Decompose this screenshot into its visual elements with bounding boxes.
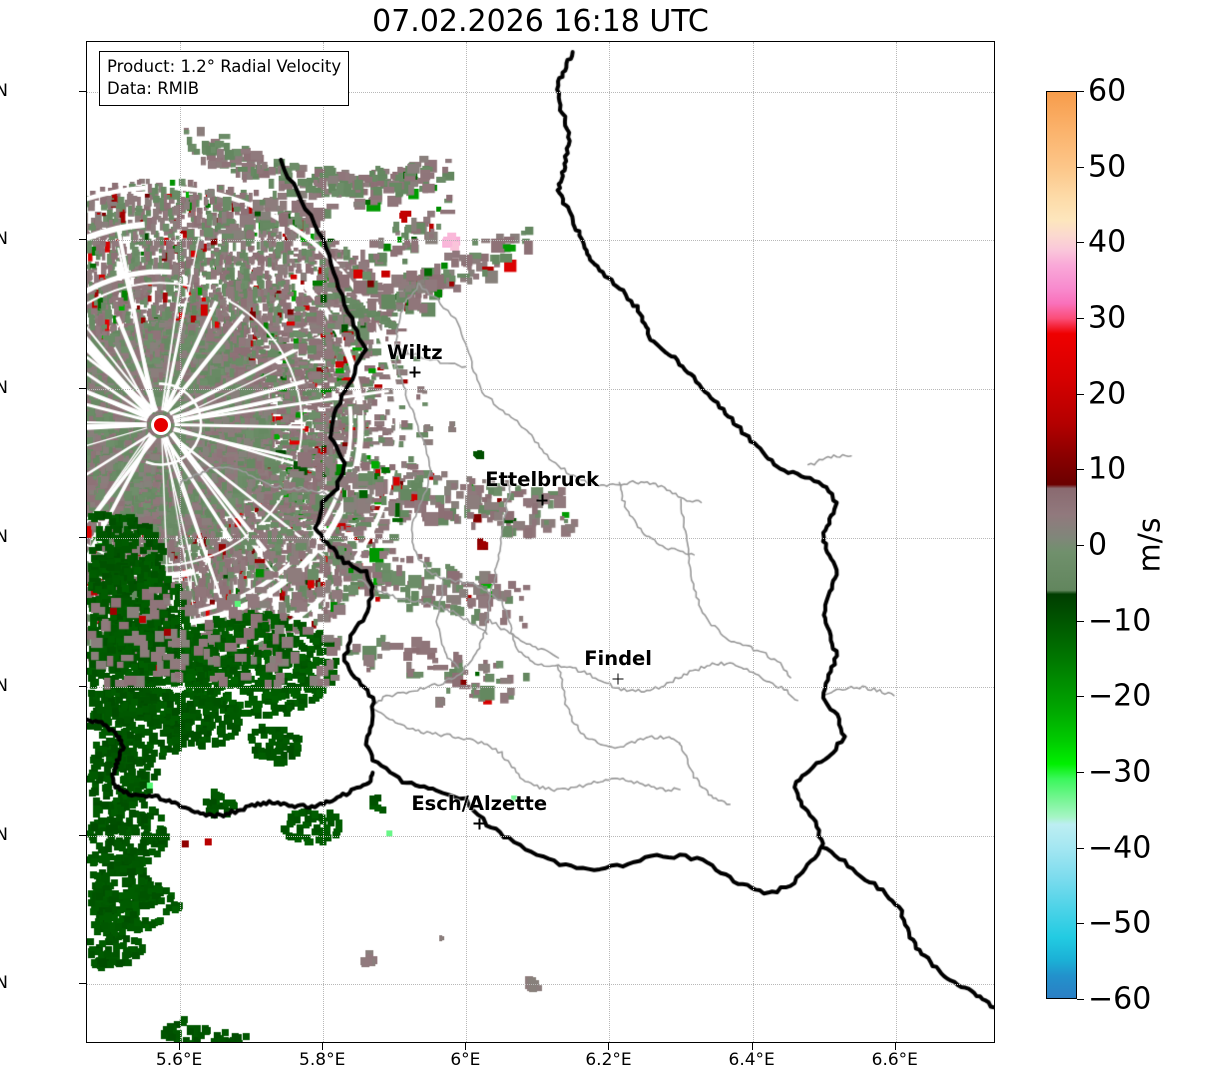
colorbar-tick-mark-6 xyxy=(1077,545,1084,546)
y-tick-mark-6 xyxy=(79,983,86,985)
y-tick-label-2: 49.95°N xyxy=(0,378,8,399)
colorbar-tick-mark-10 xyxy=(1077,847,1084,849)
city-marker-esch-alzette xyxy=(473,818,485,830)
colorbar-tick-label-10: −40 xyxy=(1088,830,1152,866)
x-tick-label-2: 6°E xyxy=(450,1050,481,1070)
y-tick-label-1: 50.1°N xyxy=(0,229,8,250)
colorbar-tick-label-4: 20 xyxy=(1088,376,1127,412)
colorbar-tick-mark-3 xyxy=(1077,318,1084,319)
data-source-line: Data: RMIB xyxy=(107,78,200,98)
colorbar-tick-mark-11 xyxy=(1077,923,1084,925)
colorbar-tick-mark-0 xyxy=(1077,91,1084,92)
city-marker-wiltz xyxy=(409,366,421,378)
y-tick-label-0: 50.25°N xyxy=(0,80,8,101)
city-marker-ettelbruck xyxy=(536,494,548,506)
radar-map-axes[interactable]: Wiltz Ettelbruck Findel Esch/Alzette Produc… xyxy=(86,41,995,1043)
y-tick-mark-2 xyxy=(79,388,86,390)
radar-velocity-field xyxy=(87,42,994,1042)
x-tick-label-3: 6.2°E xyxy=(585,1050,632,1070)
y-tick-mark-5 xyxy=(79,834,86,836)
page-title: 07.02.2026 16:18 UTC xyxy=(372,4,709,39)
y-tick-mark-3 xyxy=(79,537,86,539)
colorbar[interactable] xyxy=(1046,91,1077,999)
x-tick-mark-1 xyxy=(322,1043,324,1050)
x-tick-label-1: 5.8°E xyxy=(299,1050,346,1070)
colorbar-tick-label-5: 10 xyxy=(1088,451,1127,487)
colorbar-tick-label-3: 30 xyxy=(1088,300,1127,336)
city-label-ettelbruck: Ettelbruck xyxy=(485,468,600,492)
colorbar-tick-label-2: 40 xyxy=(1088,224,1127,260)
x-tick-mark-2 xyxy=(465,1043,467,1050)
colorbar-tick-mark-4 xyxy=(1077,393,1084,395)
x-tick-label-0: 5.6°E xyxy=(155,1050,203,1070)
colorbar-tick-mark-5 xyxy=(1077,469,1084,471)
colorbar-tick-mark-12 xyxy=(1077,999,1084,1000)
colorbar-tick-label-0: 60 xyxy=(1088,73,1127,109)
radar-site-marker xyxy=(150,414,171,435)
x-tick-label-5: 6.6°E xyxy=(871,1050,918,1070)
x-tick-mark-3 xyxy=(608,1043,610,1050)
city-marker-findel xyxy=(612,673,624,685)
colorbar-gradient xyxy=(1047,92,1076,998)
y-tick-mark-4 xyxy=(79,685,86,687)
city-label-wiltz: Wiltz xyxy=(387,340,443,364)
product-line: Product: 1.2° Radial Velocity xyxy=(107,57,342,76)
x-tick-mark-4 xyxy=(751,1043,753,1050)
x-tick-label-4: 6.4°E xyxy=(728,1050,775,1070)
colorbar-unit-label: m/s xyxy=(1132,517,1168,573)
colorbar-tick-label-11: −50 xyxy=(1088,905,1152,941)
colorbar-tick-label-9: −30 xyxy=(1088,754,1152,790)
colorbar-tick-label-7: −10 xyxy=(1088,603,1152,639)
y-tick-mark-0 xyxy=(79,90,86,92)
colorbar-tick-label-8: −20 xyxy=(1088,678,1152,714)
y-tick-label-5: 49.5°N xyxy=(0,824,8,845)
colorbar-tick-label-6: 0 xyxy=(1088,527,1108,563)
colorbar-tick-mark-1 xyxy=(1077,166,1084,168)
colorbar-tick-mark-7 xyxy=(1077,620,1084,622)
colorbar-tick-label-1: 50 xyxy=(1088,149,1127,185)
colorbar-tick-mark-8 xyxy=(1077,696,1084,698)
city-label-esch-alzette: Esch/Alzette xyxy=(411,791,548,815)
colorbar-tick-mark-9 xyxy=(1077,772,1084,773)
x-tick-mark-5 xyxy=(894,1043,896,1050)
colorbar-tick-label-12: −60 xyxy=(1088,981,1152,1017)
colorbar-tick-mark-2 xyxy=(1077,242,1084,244)
city-label-findel: Findel xyxy=(584,647,652,671)
y-tick-mark-1 xyxy=(79,239,86,241)
y-tick-label-6: 49.35°N xyxy=(0,973,8,994)
x-tick-mark-0 xyxy=(179,1043,181,1050)
product-info-box: Product: 1.2° Radial Velocity Data: RMIB xyxy=(99,51,350,106)
y-tick-label-3: 49.8°N xyxy=(0,527,8,548)
y-tick-label-4: 49.65°N xyxy=(0,675,8,696)
